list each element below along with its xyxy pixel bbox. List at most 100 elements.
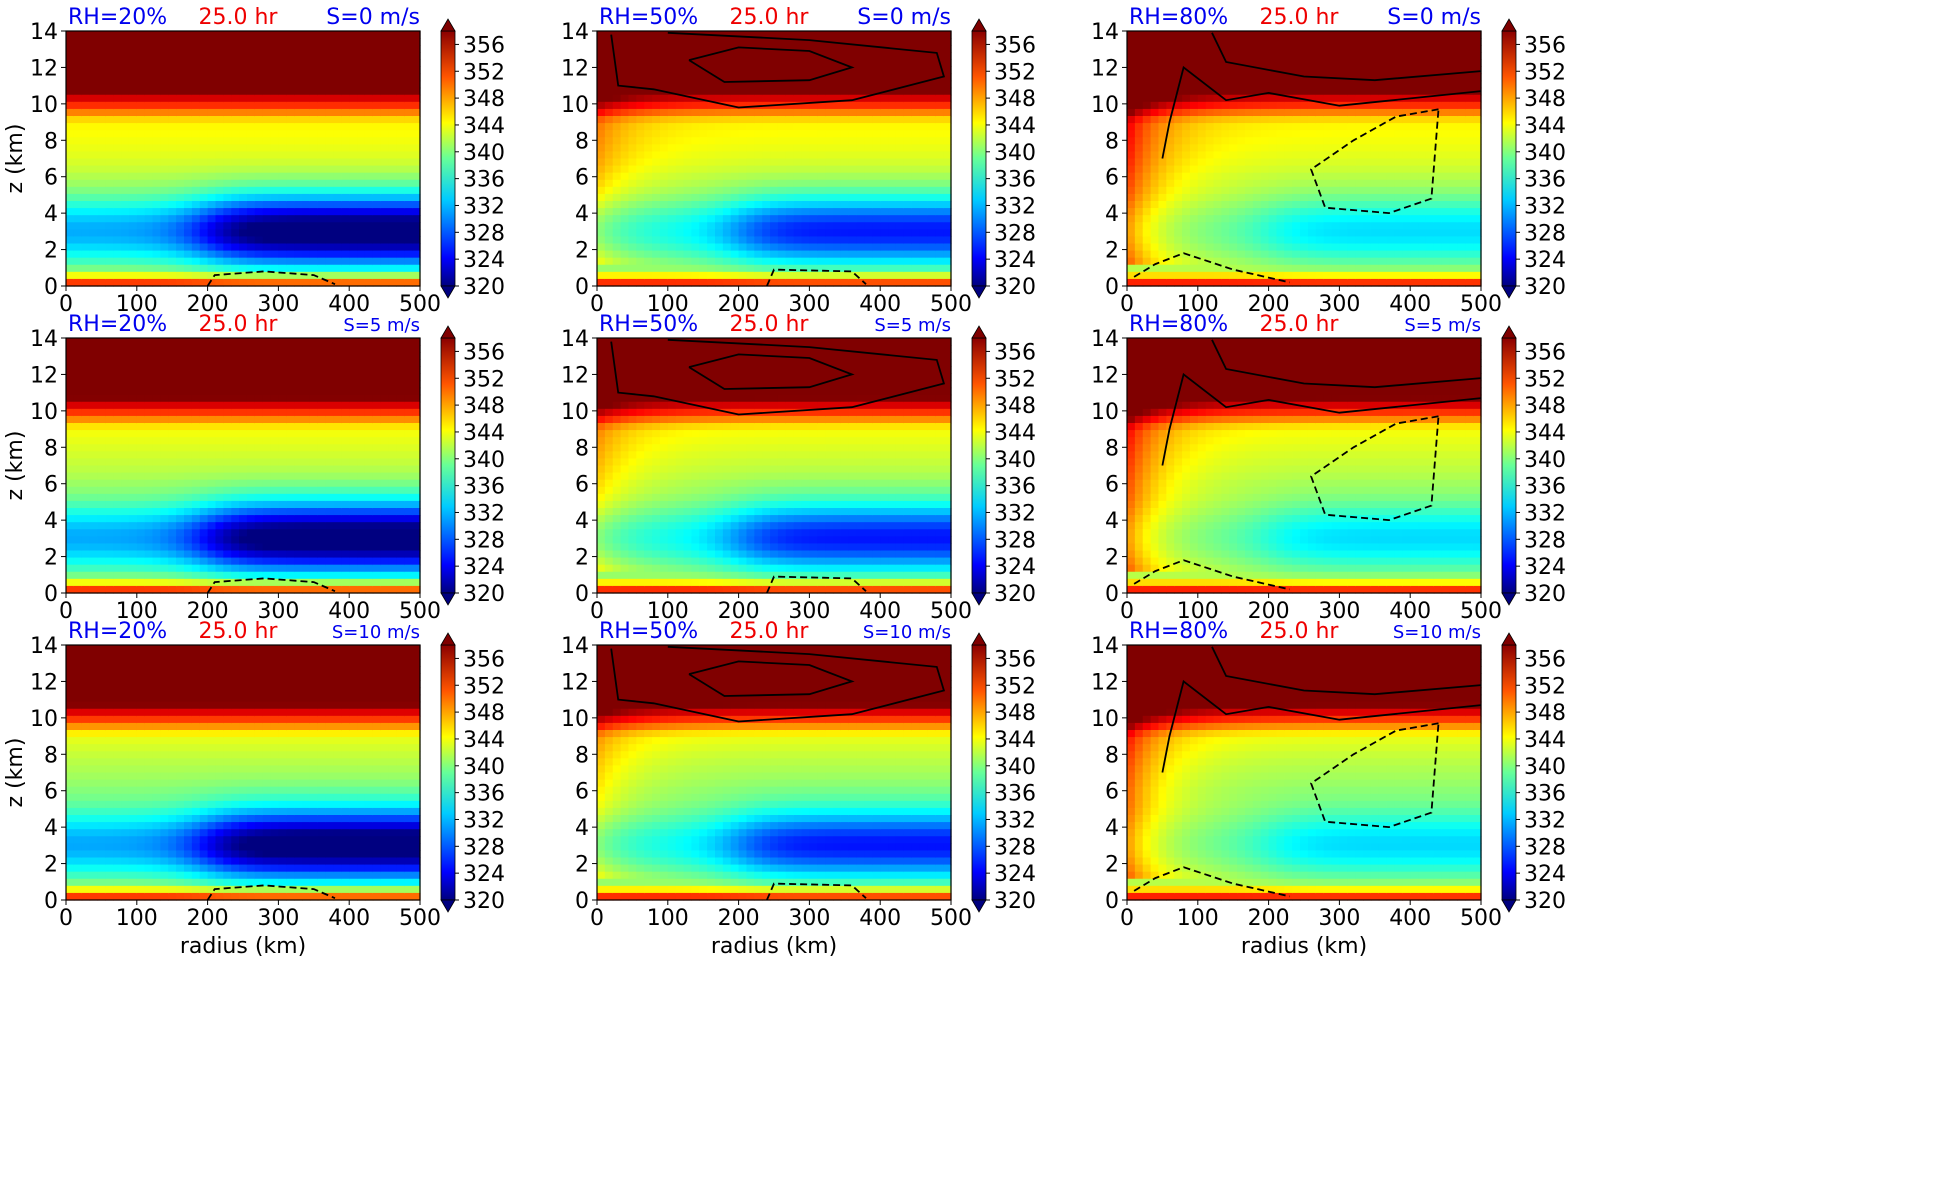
heatmap-cell [1300, 173, 1308, 181]
heatmap-cell [1402, 31, 1410, 39]
heatmap-cell [1237, 144, 1245, 152]
heatmap-cell [896, 151, 904, 159]
heatmap-cell [90, 102, 98, 110]
heatmap-cell [247, 74, 255, 82]
heatmap-cell [1253, 258, 1261, 266]
heatmap-cell [215, 81, 223, 89]
heatmap-cell [864, 222, 872, 230]
heatmap-cell [286, 244, 294, 252]
heatmap-cell [294, 229, 302, 237]
heatmap-cell [676, 265, 684, 273]
heatmap-cell [1143, 123, 1151, 131]
heatmap-cell [817, 88, 825, 96]
heatmap-cell [208, 74, 216, 82]
heatmap-cell [1135, 74, 1143, 82]
heatmap-cell [1158, 201, 1166, 209]
heatmap-cell [1229, 244, 1237, 252]
heatmap-cell [1221, 229, 1229, 237]
heatmap-cell [1190, 95, 1198, 103]
heatmap-cell [341, 258, 349, 266]
heatmap-cell [1237, 251, 1245, 259]
heatmap-cell [215, 137, 223, 145]
heatmap-cell [365, 229, 373, 237]
heatmap-cell [1158, 159, 1166, 167]
heatmap-cell [349, 187, 357, 195]
heatmap-cell [247, 229, 255, 237]
heatmap-cell [302, 130, 310, 138]
heatmap-cell [621, 244, 629, 252]
heatmap-cell [318, 45, 326, 53]
heatmap-cell [746, 215, 754, 223]
heatmap-cell [271, 159, 279, 167]
heatmap-cell [762, 258, 770, 266]
heatmap-cell [864, 38, 872, 46]
heatmap-cell [1300, 215, 1308, 223]
heatmap-cell [129, 201, 137, 209]
heatmap-cell [1339, 215, 1347, 223]
heatmap-cell [605, 180, 613, 188]
heatmap-cell [1198, 45, 1206, 53]
heatmap-cell [341, 244, 349, 252]
heatmap-cell [286, 116, 294, 124]
heatmap-cell [294, 137, 302, 145]
heatmap-cell [1473, 81, 1481, 89]
heatmap-cell [1245, 45, 1253, 53]
heatmap-cell [1158, 52, 1166, 60]
heatmap-cell [1308, 215, 1316, 223]
heatmap-cell [1465, 166, 1473, 174]
heatmap-cell [1339, 187, 1347, 195]
heatmap-cell [90, 31, 98, 39]
heatmap-cell [1221, 166, 1229, 174]
heatmap-cell [231, 144, 239, 152]
heatmap-cell [628, 102, 636, 110]
heatmap-cell [1394, 31, 1402, 39]
heatmap-cell [74, 66, 82, 74]
heatmap-cell [373, 236, 381, 244]
heatmap-cell [1292, 166, 1300, 174]
heatmap-cell [809, 215, 817, 223]
heatmap-cell [74, 173, 82, 181]
heatmap-cell [825, 215, 833, 223]
heatmap-cell [105, 130, 113, 138]
heatmap-cell [192, 229, 200, 237]
heatmap-cell [310, 151, 318, 159]
heatmap-cell [762, 88, 770, 96]
heatmap-cell [1198, 272, 1206, 280]
heatmap-cell [707, 244, 715, 252]
heatmap-cell [723, 236, 731, 244]
heatmap-cell [1332, 265, 1340, 273]
heatmap-cell [1253, 173, 1261, 181]
heatmap-cell [137, 244, 145, 252]
heatmap-cell [341, 180, 349, 188]
heatmap-cell [943, 251, 951, 259]
heatmap-cell [1418, 180, 1426, 188]
heatmap-cell [644, 45, 652, 53]
heatmap-cell [373, 194, 381, 202]
heatmap-cell [1300, 187, 1308, 195]
heatmap-cell [365, 166, 373, 174]
heatmap-cell [1253, 81, 1261, 89]
heatmap-cell [412, 81, 420, 89]
heatmap-cell [176, 45, 184, 53]
heatmap-cell [849, 31, 857, 39]
heatmap-cell [864, 187, 872, 195]
heatmap-cell [1276, 144, 1284, 152]
heatmap-cell [145, 52, 153, 60]
heatmap-cell [912, 173, 920, 181]
heatmap-cell [294, 38, 302, 46]
heatmap-cell [74, 236, 82, 244]
heatmap-cell [1214, 166, 1222, 174]
heatmap-cell [786, 123, 794, 131]
x-tick-label: 400 [859, 292, 901, 317]
heatmap-cell [660, 66, 668, 74]
heatmap-cell [613, 173, 621, 181]
heatmap-cell [1151, 201, 1159, 209]
heatmap-cell [1387, 81, 1395, 89]
heatmap-cell [357, 187, 365, 195]
heatmap-cell [636, 137, 644, 145]
heatmap-cell [1174, 38, 1182, 46]
heatmap-cell [920, 166, 928, 174]
heatmap-cell [707, 166, 715, 174]
heatmap-cell [263, 159, 271, 167]
heatmap-cell [762, 229, 770, 237]
